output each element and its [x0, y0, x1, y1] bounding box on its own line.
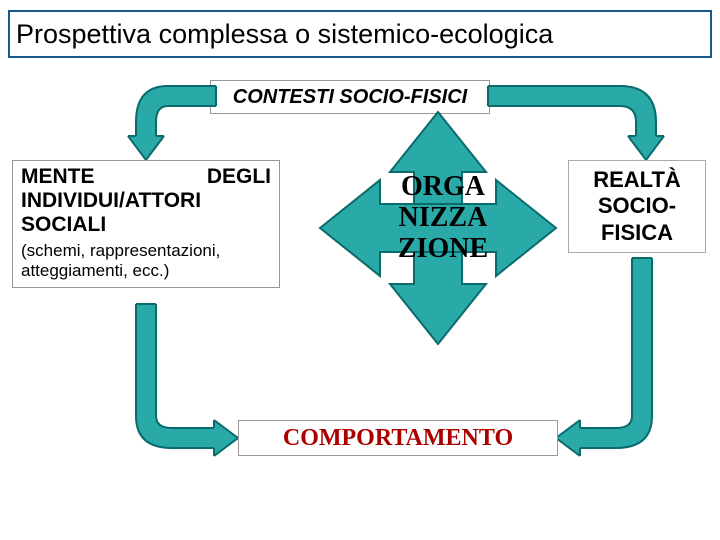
arrow-contesti-to-mente — [128, 86, 216, 160]
arrow-contesti-to-realta — [488, 86, 664, 160]
realta-l3: FISICA — [573, 220, 701, 246]
arrow-realta-to-comportamento — [556, 258, 652, 456]
realta-box: REALTÀ SOCIO- FISICA — [568, 160, 706, 253]
mente-sub2: atteggiamenti, ecc.) — [21, 261, 271, 281]
mente-box: MENTE DEGLI INDIVIDUI/ATTORI SOCIALI (sc… — [12, 160, 280, 288]
realta-l2: SOCIO- — [573, 193, 701, 219]
organizzazione-label: ORGA NIZZA ZIONE — [378, 172, 508, 264]
mente-line3: SOCIALI — [21, 213, 271, 237]
comportamento-label: COMPORTAMENTO — [283, 425, 513, 452]
mente-line2: INDIVIDUI/ATTORI — [21, 189, 271, 213]
arrow-mente-to-comportamento — [136, 304, 238, 456]
mente-line1: MENTE DEGLI — [21, 165, 271, 189]
realta-l1: REALTÀ — [573, 167, 701, 193]
comportamento-box: COMPORTAMENTO — [238, 420, 558, 456]
mente-sub1: (schemi, rappresentazioni, — [21, 241, 271, 261]
